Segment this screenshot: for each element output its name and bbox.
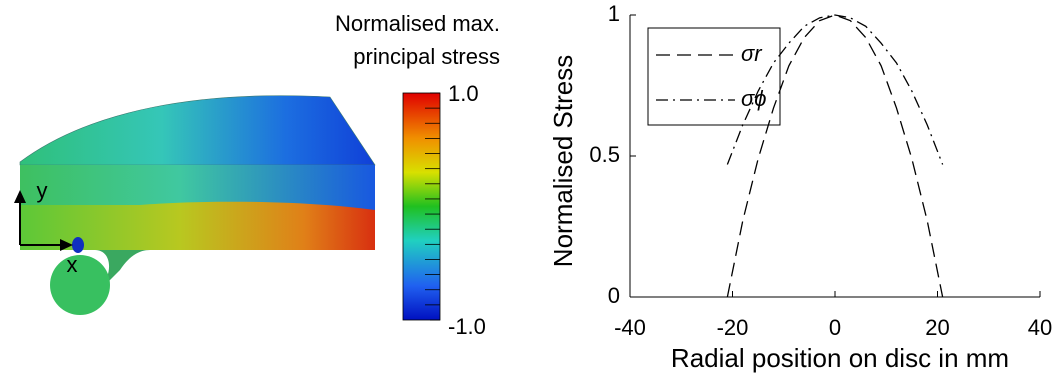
legend-label: σr: [741, 41, 763, 66]
x-tick-label: -40: [614, 315, 646, 340]
x-axis-label: Radial position on disc in mm: [671, 343, 1009, 373]
axis-label: x: [67, 252, 78, 277]
colorbar-title: principal stress: [353, 44, 500, 69]
x-tick-label: 40: [1028, 315, 1052, 340]
x-tick-label: -20: [717, 315, 749, 340]
y-tick-label: 0.5: [589, 142, 620, 167]
colorbar: [403, 93, 440, 320]
fe-render: [14, 96, 375, 315]
x-tick-label: 0: [829, 315, 841, 340]
axis-label: y: [37, 178, 48, 203]
y-tick-label: 1: [608, 1, 620, 26]
y-axis-label: Normalised Stress: [548, 55, 578, 267]
colorbar-title: Normalised max.: [335, 11, 500, 36]
figure: x y Normalised max. principal stress 1.0…: [0, 0, 1057, 378]
legend-label: σϕ: [741, 86, 767, 111]
y-tick-label: 0: [608, 283, 620, 308]
x-tick-label: 20: [925, 315, 949, 340]
colorbar-tick-label: 1.0: [448, 81, 479, 106]
colorbar-tick-label: -1.0: [448, 314, 486, 339]
